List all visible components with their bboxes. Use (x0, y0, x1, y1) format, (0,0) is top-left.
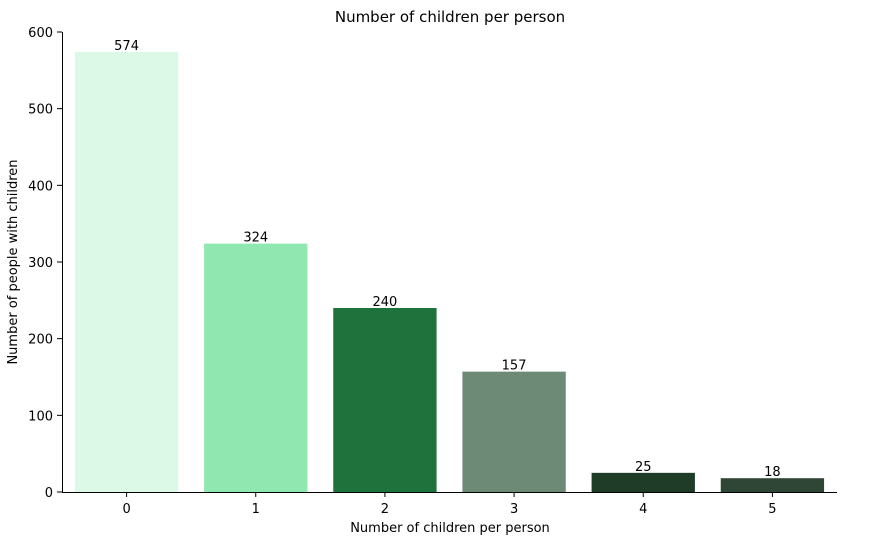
bar-value-label-0: 574 (114, 39, 139, 54)
x-tick-label-4: 4 (639, 502, 647, 517)
y-tick-label-100: 100 (28, 409, 53, 424)
data-labels-group: 574 324 240 157 25 18 (114, 39, 781, 480)
bar-value-label-4: 25 (635, 460, 652, 475)
bar-3 (462, 371, 566, 492)
y-tick-label-500: 500 (28, 103, 53, 118)
bar-value-label-3: 157 (502, 359, 527, 374)
bar-value-label-2: 240 (373, 295, 398, 310)
bar-4 (591, 472, 695, 492)
x-tick-label-1: 1 (252, 502, 260, 517)
y-tick-label-300: 300 (28, 256, 53, 271)
bar-0 (74, 51, 179, 492)
bars-group (74, 51, 825, 492)
x-axis-ticks: 0 1 2 3 4 5 (122, 492, 777, 517)
bar-value-label-1: 324 (243, 231, 268, 246)
y-axis-title: Number of people with children (6, 159, 21, 364)
chart-title: Number of children per person (335, 8, 565, 26)
y-tick-label-400: 400 (28, 179, 53, 194)
y-tick-label-600: 600 (28, 26, 53, 41)
y-axis-ticks: 0 100 200 300 400 500 600 (28, 26, 62, 501)
x-tick-label-5: 5 (768, 502, 776, 517)
x-axis-title: Number of children per person (350, 521, 550, 536)
x-tick-label-0: 0 (122, 502, 130, 517)
y-tick-label-200: 200 (28, 333, 53, 348)
bar-5 (720, 478, 825, 492)
bar-value-label-5: 18 (764, 465, 781, 480)
x-tick-label-2: 2 (381, 502, 389, 517)
bar-1 (204, 243, 308, 492)
bar-2 (333, 308, 437, 492)
y-tick-label-0: 0 (45, 486, 53, 501)
x-tick-label-3: 3 (510, 502, 518, 517)
